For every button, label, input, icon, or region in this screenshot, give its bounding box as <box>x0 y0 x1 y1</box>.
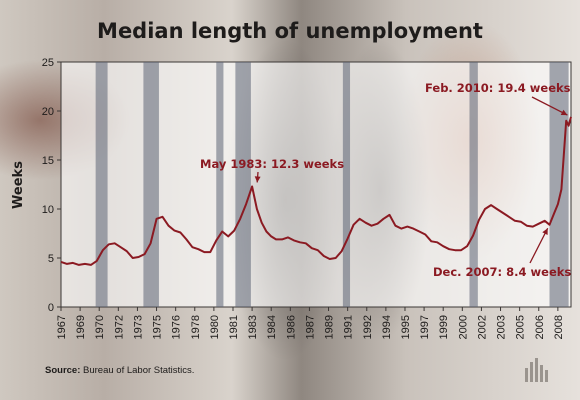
x-tick-label-2000: 2000 <box>457 315 469 339</box>
x-tick-label-2006: 2006 <box>534 315 546 339</box>
x-tick-label-1997: 1997 <box>419 315 431 339</box>
annotation-pointer-1 <box>531 96 568 116</box>
x-tick-label-1987: 1987 <box>304 315 316 339</box>
y-tick-label-5: 5 <box>48 253 54 265</box>
annotation-arrowhead-1 <box>560 109 568 116</box>
source-label: Source: <box>45 365 80 376</box>
x-tick-label-1991: 1991 <box>343 315 355 339</box>
x-tick-label-2002: 2002 <box>476 315 488 339</box>
x-tick-label-1976: 1976 <box>171 315 183 339</box>
annotation-1983: May 1983: 12.3 weeks <box>200 157 344 171</box>
recession-band-0 <box>95 62 108 307</box>
x-tick-label-1978: 1978 <box>190 315 202 339</box>
y-tick-label-10: 10 <box>42 204 54 216</box>
logo-mark <box>525 358 548 382</box>
x-tick-label-1975: 1975 <box>152 315 164 339</box>
x-tick-label-1981: 1981 <box>228 315 240 339</box>
annotation-pointer-2 <box>529 227 549 264</box>
annotation-arrowhead-2 <box>542 228 548 235</box>
recession-band-4 <box>342 62 351 307</box>
y-axis-label: Weeks <box>11 161 26 209</box>
recession-band-3 <box>235 62 251 307</box>
x-tick-label-1984: 1984 <box>266 315 278 339</box>
x-tick-label-1980: 1980 <box>209 315 221 339</box>
plot-area: 0 5 10 15 20 25 1967 1969 1970 1972 1973 1975 1976 19… <box>42 57 572 339</box>
recession-band-2 <box>216 62 224 307</box>
x-tick-label-1995: 1995 <box>400 315 412 339</box>
x-tick-label-1983: 1983 <box>247 315 259 339</box>
source-note: Source: Bureau of Labor Statistics. <box>45 365 194 376</box>
annotations: May 1983: 12.3 weeks Feb. 2010: 19.4 wee… <box>200 81 571 279</box>
x-tick-label-1970: 1970 <box>94 315 106 339</box>
x-tick-label-1973: 1973 <box>132 315 144 339</box>
y-tick-label-20: 20 <box>42 106 54 118</box>
x-tick-label-1972: 1972 <box>113 315 125 339</box>
x-tick-label-1989: 1989 <box>324 315 336 339</box>
x-tick-label-1999: 1999 <box>438 315 450 339</box>
x-tick-label-1994: 1994 <box>381 315 393 339</box>
series-line <box>60 116 572 266</box>
annotation-2010: Feb. 2010: 19.4 weeks <box>425 81 571 95</box>
x-tick-label-2003: 2003 <box>496 315 508 339</box>
x-tick-label-1969: 1969 <box>75 315 87 339</box>
y-tick-label-25: 25 <box>42 57 54 69</box>
annotation-arrowhead-0 <box>254 176 261 183</box>
y-tick-label-15: 15 <box>42 155 54 167</box>
chart-title: Median length of unemployment <box>97 19 483 43</box>
source-text: Bureau of Labor Statistics. <box>80 365 194 376</box>
y-tick-label-0: 0 <box>48 302 54 314</box>
x-tick-label-1992: 1992 <box>362 315 374 339</box>
recession-band-6 <box>549 62 569 307</box>
recession-band-5 <box>469 62 478 307</box>
x-tick-label-2005: 2005 <box>515 315 527 339</box>
annotation-2007: Dec. 2007: 8.4 weeks <box>433 265 571 279</box>
x-tick-label-1986: 1986 <box>285 315 297 339</box>
x-tick-label-1967: 1967 <box>56 315 68 339</box>
x-tick-label-2008: 2008 <box>553 315 565 339</box>
recession-band-1 <box>143 62 159 307</box>
